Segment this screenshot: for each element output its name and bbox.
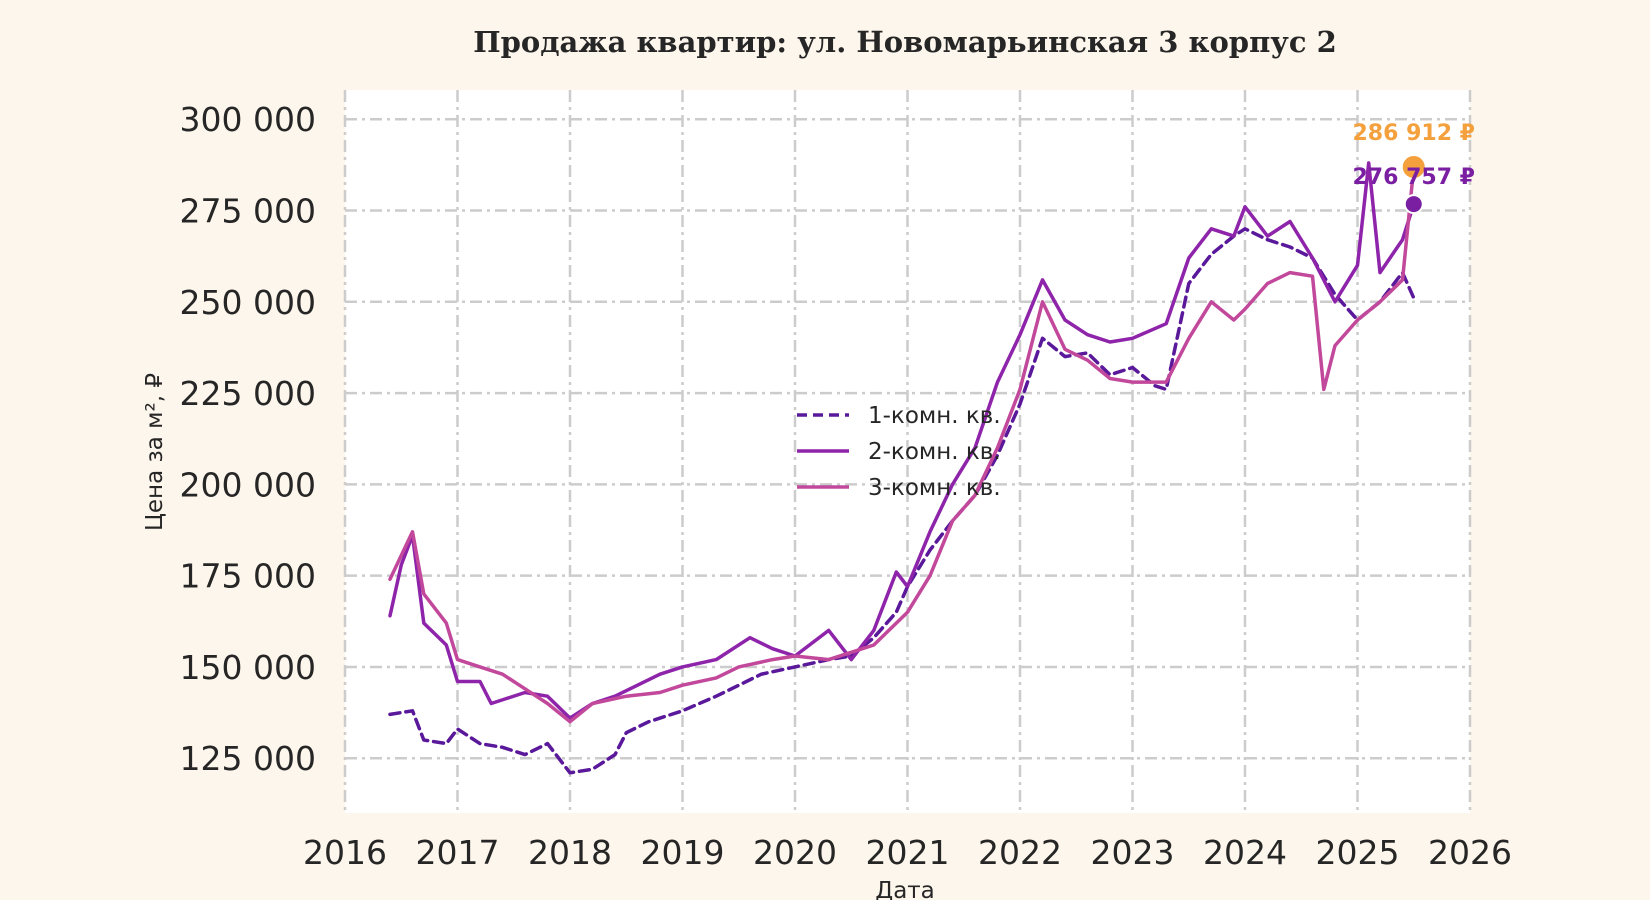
x-tick-label: 2018 (528, 833, 612, 872)
x-tick-label: 2023 (1091, 833, 1175, 872)
x-tick-label: 2020 (753, 833, 837, 872)
legend-label: 3-комн. кв. (868, 475, 1001, 501)
x-tick-label: 2026 (1428, 833, 1512, 872)
y-tick-label: 275 000 (180, 192, 316, 231)
y-tick-label: 175 000 (180, 557, 316, 596)
x-tick-label: 2016 (303, 833, 387, 872)
y-tick-label: 200 000 (180, 465, 316, 504)
chart-title: Продажа квартир: ул. Новомарьинская 3 ко… (473, 25, 1337, 59)
y-tick-label: 225 000 (180, 374, 316, 413)
x-tick-label: 2025 (1316, 833, 1400, 872)
end-value-label: 276 757 ₽ (1353, 165, 1475, 190)
y-tick-label: 150 000 (180, 648, 316, 687)
legend-label: 2-комн. кв. (868, 439, 1001, 465)
legend: 1-комн. кв. 2-комн. кв. 3-комн. кв. (797, 403, 1001, 501)
x-tick-label: 2017 (416, 833, 500, 872)
y-axis-label: Цена за м², ₽ (142, 373, 168, 531)
y-tick-label: 300 000 (180, 100, 316, 139)
series-line-1 (388, 227, 1416, 775)
series-layer (388, 161, 1416, 775)
y-tick-label: 125 000 (180, 739, 316, 778)
series-line-3 (388, 165, 1416, 724)
x-tick-labels: 2016 2017 2018 2019 2020 2021 2022 2023 2024 2025… (303, 833, 1512, 872)
y-tick-labels: 125 000 150 000 175 000 200 000 225 000 250 0… (180, 100, 316, 778)
y-tick-label: 250 000 (180, 283, 316, 322)
x-tick-label: 2021 (866, 833, 950, 872)
legend-label: 1-комн. кв. (868, 403, 1001, 429)
x-tick-label: 2022 (978, 833, 1062, 872)
series-line-2 (388, 161, 1416, 720)
x-axis-label: Дата (875, 878, 935, 900)
end-labels: 286 912 ₽ 276 757 ₽ (1353, 121, 1475, 215)
grid (343, 90, 1472, 813)
x-tick-label: 2024 (1203, 833, 1287, 872)
end-marker (1400, 154, 1427, 181)
end-marker (1403, 194, 1424, 215)
x-tick-label: 2019 (641, 833, 725, 872)
end-value-label: 286 912 ₽ (1353, 121, 1475, 146)
